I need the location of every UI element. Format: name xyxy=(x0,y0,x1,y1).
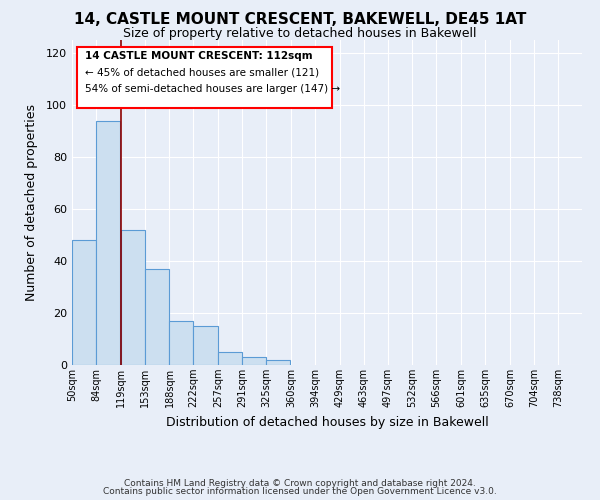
Text: Contains HM Land Registry data © Crown copyright and database right 2024.: Contains HM Land Registry data © Crown c… xyxy=(124,478,476,488)
Bar xyxy=(266,360,290,365)
Text: 54% of semi-detached houses are larger (147) →: 54% of semi-detached houses are larger (… xyxy=(85,84,340,94)
Text: Contains public sector information licensed under the Open Government Licence v3: Contains public sector information licen… xyxy=(103,487,497,496)
Bar xyxy=(242,357,266,365)
Bar xyxy=(145,269,169,365)
Bar xyxy=(121,230,145,365)
Text: ← 45% of detached houses are smaller (121): ← 45% of detached houses are smaller (12… xyxy=(85,68,319,78)
Bar xyxy=(193,326,218,365)
Bar xyxy=(169,321,193,365)
Text: 14, CASTLE MOUNT CRESCENT, BAKEWELL, DE45 1AT: 14, CASTLE MOUNT CRESCENT, BAKEWELL, DE4… xyxy=(74,12,526,28)
Bar xyxy=(96,120,120,365)
X-axis label: Distribution of detached houses by size in Bakewell: Distribution of detached houses by size … xyxy=(166,416,488,428)
Bar xyxy=(72,240,96,365)
FancyBboxPatch shape xyxy=(77,46,332,108)
Y-axis label: Number of detached properties: Number of detached properties xyxy=(25,104,38,301)
Bar xyxy=(218,352,242,365)
Text: 14 CASTLE MOUNT CRESCENT: 112sqm: 14 CASTLE MOUNT CRESCENT: 112sqm xyxy=(85,52,313,62)
Text: Size of property relative to detached houses in Bakewell: Size of property relative to detached ho… xyxy=(123,28,477,40)
